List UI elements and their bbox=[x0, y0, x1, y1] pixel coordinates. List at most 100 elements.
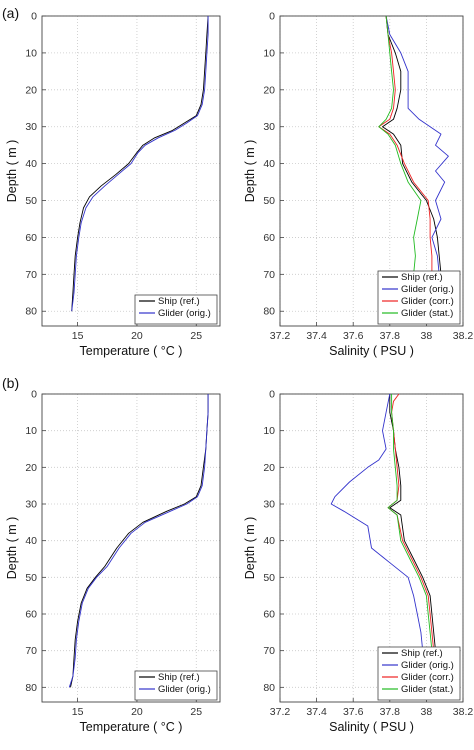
plots-container: 15 20 25 0 10 20 30 40 50 60 70 80 Temperature ( °C … bbox=[5, 11, 473, 735]
y-axis-label: Depth ( m ) bbox=[243, 517, 257, 580]
x-tick-label: 37.8 bbox=[380, 330, 401, 342]
y-tick-label: 70 bbox=[263, 645, 275, 657]
x-tick-label: 25 bbox=[190, 330, 202, 342]
y-tick-label: 10 bbox=[263, 47, 275, 59]
legend-entry: Ship (ref.) bbox=[158, 672, 200, 683]
legend-entry: Glider (corr.) bbox=[401, 672, 454, 683]
y-tick-label: 10 bbox=[263, 425, 275, 437]
series-line-1 bbox=[68, 394, 209, 688]
legend-entry: Glider (orig.) bbox=[158, 308, 211, 319]
y-tick-label: 30 bbox=[25, 499, 37, 511]
legend-entry: Glider (orig.) bbox=[401, 284, 454, 295]
y-tick-label: 60 bbox=[25, 609, 37, 621]
series-line-0 bbox=[382, 15, 446, 312]
y-tick-label: 10 bbox=[25, 47, 37, 59]
series-line-1 bbox=[385, 15, 449, 312]
x-tick-label: 38 bbox=[421, 706, 433, 718]
series-line-0 bbox=[70, 394, 209, 688]
series-line-3 bbox=[387, 394, 442, 688]
x-tick-label: 37.2 bbox=[270, 330, 291, 342]
x-tick-label: 38.2 bbox=[453, 706, 474, 718]
x-axis-label: Temperature ( °C ) bbox=[80, 720, 183, 734]
plot-frame bbox=[279, 15, 464, 327]
y-tick-label: 60 bbox=[263, 609, 275, 621]
x-tick-label: 37.4 bbox=[306, 706, 327, 718]
y-tick-label: 40 bbox=[263, 158, 275, 170]
chart-1: 37.2 37.4 37.6 37.8 38 38.2 0 10 20 30 40 50 60 70 80 S… bbox=[243, 11, 473, 359]
x-axis-label: Temperature ( °C ) bbox=[80, 344, 183, 358]
y-tick-label: 20 bbox=[25, 462, 37, 474]
x-tick-label: 37.8 bbox=[380, 706, 401, 718]
y-tick-label: 70 bbox=[25, 269, 37, 281]
y-tick-label: 0 bbox=[31, 11, 37, 23]
y-axis-label: Depth ( m ) bbox=[5, 140, 19, 203]
y-tick-label: 20 bbox=[25, 84, 37, 96]
x-tick-label: 25 bbox=[190, 706, 202, 718]
y-tick-label: 60 bbox=[25, 232, 37, 244]
y-axis-label: Depth ( m ) bbox=[5, 517, 19, 580]
y-tick-label: 50 bbox=[263, 195, 275, 207]
y-tick-label: 50 bbox=[25, 572, 37, 584]
y-tick-label: 80 bbox=[25, 682, 37, 694]
y-tick-label: 20 bbox=[263, 84, 275, 96]
x-tick-label: 37.6 bbox=[343, 706, 364, 718]
x-tick-label: 37.4 bbox=[306, 330, 327, 342]
legend-entry: Ship (ref.) bbox=[401, 272, 443, 283]
chart-2: 15 20 25 0 10 20 30 40 50 60 70 80 Temperature ( °C … bbox=[5, 389, 221, 734]
plot-frame bbox=[41, 15, 221, 327]
series-line-1 bbox=[330, 393, 429, 688]
y-tick-label: 10 bbox=[25, 425, 37, 437]
plot-frame bbox=[279, 393, 464, 703]
x-tick-label: 15 bbox=[72, 330, 84, 342]
y-tick-label: 0 bbox=[269, 11, 275, 23]
series-line-0 bbox=[71, 15, 209, 312]
y-tick-label: 30 bbox=[25, 121, 37, 133]
legend-box bbox=[377, 270, 461, 325]
y-tick-label: 0 bbox=[269, 389, 275, 401]
legend-box bbox=[134, 670, 218, 701]
x-tick-label: 20 bbox=[131, 706, 143, 718]
y-tick-label: 80 bbox=[263, 306, 275, 318]
panel-label-a: (a) bbox=[2, 5, 19, 21]
x-tick-label: 37.6 bbox=[343, 330, 364, 342]
series-line-2 bbox=[378, 15, 440, 312]
x-tick-label: 20 bbox=[131, 330, 143, 342]
series-line-1 bbox=[71, 16, 209, 312]
chart-3: 37.2 37.4 37.6 37.8 38 38.2 0 10 20 30 40 50 60 70 80 S… bbox=[243, 389, 473, 735]
chart-0: 15 20 25 0 10 20 30 40 50 60 70 80 Temperature ( °C … bbox=[5, 11, 221, 358]
legend-entry: Glider (corr.) bbox=[401, 296, 454, 307]
legend-entry: Glider (stat.) bbox=[401, 308, 453, 319]
y-tick-label: 80 bbox=[25, 306, 37, 318]
y-tick-label: 30 bbox=[263, 499, 275, 511]
x-tick-label: 15 bbox=[72, 706, 84, 718]
legend-entry: Glider (stat.) bbox=[401, 684, 453, 695]
y-tick-label: 40 bbox=[25, 535, 37, 547]
y-tick-label: 20 bbox=[263, 462, 275, 474]
x-axis-label: Salinity ( PSU ) bbox=[329, 720, 414, 734]
x-axis-label: Salinity ( PSU ) bbox=[329, 344, 414, 358]
y-tick-label: 50 bbox=[263, 572, 275, 584]
y-tick-label: 60 bbox=[263, 232, 275, 244]
legend-entry: Glider (orig.) bbox=[158, 684, 211, 695]
series-line-3 bbox=[378, 15, 438, 312]
legend-box bbox=[134, 294, 218, 325]
y-tick-label: 40 bbox=[25, 158, 37, 170]
x-tick-label: 38.2 bbox=[453, 330, 474, 342]
x-tick-label: 37.2 bbox=[270, 706, 291, 718]
y-tick-label: 40 bbox=[263, 535, 275, 547]
panel-label-b: (b) bbox=[2, 375, 19, 391]
y-tick-label: 80 bbox=[263, 682, 275, 694]
legend-entry: Ship (ref.) bbox=[401, 648, 443, 659]
legend-entry: Ship (ref.) bbox=[158, 296, 200, 307]
y-tick-label: 30 bbox=[263, 121, 275, 133]
y-axis-label: Depth ( m ) bbox=[243, 140, 257, 203]
plot-frame bbox=[41, 393, 221, 703]
y-tick-label: 70 bbox=[263, 269, 275, 281]
legend-entry: Glider (orig.) bbox=[401, 660, 454, 671]
y-tick-label: 0 bbox=[31, 389, 37, 401]
y-tick-label: 70 bbox=[25, 645, 37, 657]
legend-box bbox=[377, 646, 461, 701]
y-tick-label: 50 bbox=[25, 195, 37, 207]
x-tick-label: 38 bbox=[421, 330, 433, 342]
